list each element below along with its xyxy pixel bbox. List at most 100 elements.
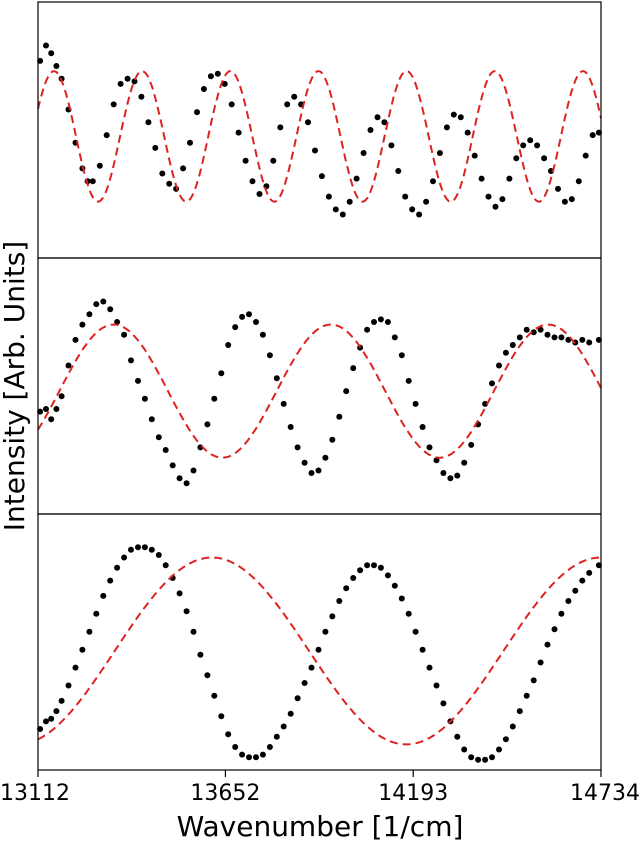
panel-3-data-point-79 [572,587,579,594]
panel-3-data-point-44 [329,613,336,620]
panel-1-data-point-64 [464,129,471,136]
panel-2-data-point-35 [266,352,273,359]
panel-2-data-point-46 [343,388,350,395]
panel-2-data-point-72 [523,326,530,333]
panel-1-data-point-62 [450,111,457,118]
panel-3-data-point-54 [398,595,405,602]
panel-3-data-point-64 [468,754,475,761]
panel-3-data-point-10 [93,610,100,617]
panel-3-data-point-63 [461,746,468,753]
panel-2-data-point-73 [530,329,537,336]
panel-1-data-point-81 [582,152,589,159]
panel-1-data-point-48 [353,175,360,182]
panel-1-data-point-34 [256,191,263,197]
panel-3-data-point-46 [343,585,350,592]
panel-1-data-point-72 [520,142,527,149]
panel-2-data-point-11 [100,298,107,305]
panel-2-data-point-6 [65,362,72,369]
panel-1-data-point-36 [270,157,277,164]
panel-3-data-point-58 [426,664,433,671]
panel-2-data-point-5 [58,393,65,400]
panel-1-data-point-47 [346,198,353,205]
panel-1-data-point-29 [221,80,228,87]
panel-3-data-point-38 [287,710,294,717]
panel-3-data-point-25 [197,651,204,658]
panel-2-data-point-76 [551,334,558,341]
panel-2-data-point-42 [315,467,322,474]
panel-3-data-point-50 [371,562,377,569]
panel-1-data-point-56 [409,206,416,213]
panel-3-data-point-43 [322,628,329,635]
panel-3-data-point-40 [301,680,308,686]
panel-2-data-point-10 [93,301,100,308]
x-tick-label-2: 13652 [190,781,260,806]
panel-2-data-point-31 [239,313,246,320]
panel-1-data-point-71 [513,155,520,162]
panel-1-data-point-74 [534,142,541,149]
panel-2-data-point-2 [43,406,49,412]
panel-1-data-point-80 [575,178,582,185]
x-tick-label-4: 14734 [570,781,640,806]
panel-2-data-point-40 [301,459,308,466]
panel-1-data-point-46 [339,211,346,218]
panel-3-data-point-56 [412,628,419,635]
panel-2-data-point-62 [454,472,461,479]
panel-2-data-point-66 [482,400,489,407]
panel-1-data-point-65 [471,152,478,159]
panel-2-data-point-23 [183,480,190,487]
panel-1-data-point-32 [242,157,249,164]
panel-3-data-point-31 [239,751,246,758]
panel-3-data-point-70 [509,723,516,730]
panel-3-data-point-15 [128,546,134,553]
panel-1-data-point-10 [89,178,96,185]
panel-2-data-point-18 [148,416,155,423]
panel-2-data-point-55 [405,377,412,384]
panel-2-data-point-19 [155,434,162,441]
panel-2-data-point-3 [48,416,55,423]
panel-2-data-point-29 [225,342,232,348]
panel-1-data-point-68 [492,203,499,210]
panel-2-data-point-64 [468,441,475,448]
panel-3-data-point-78 [565,598,572,604]
panel-3-data-point-69 [502,736,509,743]
panel-3-data-point-73 [530,677,537,684]
x-axis-ticks: 13112 13652 14193 14734 [0,770,640,806]
panel-2-frame [37,257,602,515]
panel-2-data-point-80 [579,336,586,343]
panels [37,1,602,771]
panel-3-data-point-39 [294,695,301,702]
panel-2 [37,257,602,515]
panel-2-data-point-68 [496,362,502,369]
panel-2-data-point-33 [253,319,259,325]
panel-3-data-point-13 [114,564,121,571]
panel-3-data-point-65 [475,756,482,763]
panel-2-data-point-56 [412,400,419,407]
panel-2-data-point-51 [377,316,384,323]
panel-3-data-point-36 [273,733,280,740]
panel-1-data-point-38 [284,101,291,108]
panel-2-data-point-27 [211,395,218,402]
x-axis-label: Wavenumber [1/cm] [177,810,464,842]
panel-3-data-point-5 [58,697,65,704]
panel-2-data-point-38 [287,424,294,430]
panel-1-data-point-33 [249,178,256,185]
panel-3-data-point-71 [516,708,523,715]
panel-3-data-point-48 [357,567,364,574]
panel-1-data-point-70 [506,175,513,182]
panel-1-data-point-2 [43,42,49,49]
panel-1-data-point-39 [291,93,298,100]
panel-2-data-point-60 [440,470,447,476]
panel-1-data-point-24 [187,139,193,146]
panel-1-data-point-75 [541,155,548,162]
panel-3-data-point-68 [496,746,502,753]
panel-1-data-point-53 [388,142,395,149]
panel-3-data-point-2 [43,718,49,725]
panel-2-data-point-14 [121,331,128,338]
panel-3-data-point-4 [53,708,60,715]
panel-2-data-point-49 [364,326,371,333]
panel-1-data-point-4 [53,63,60,69]
panel-3-data-point-7 [72,664,79,671]
panel-3-data-point-37 [280,723,287,730]
panel-2-data-point-28 [218,370,225,377]
panel-3-data-point-49 [364,562,371,569]
